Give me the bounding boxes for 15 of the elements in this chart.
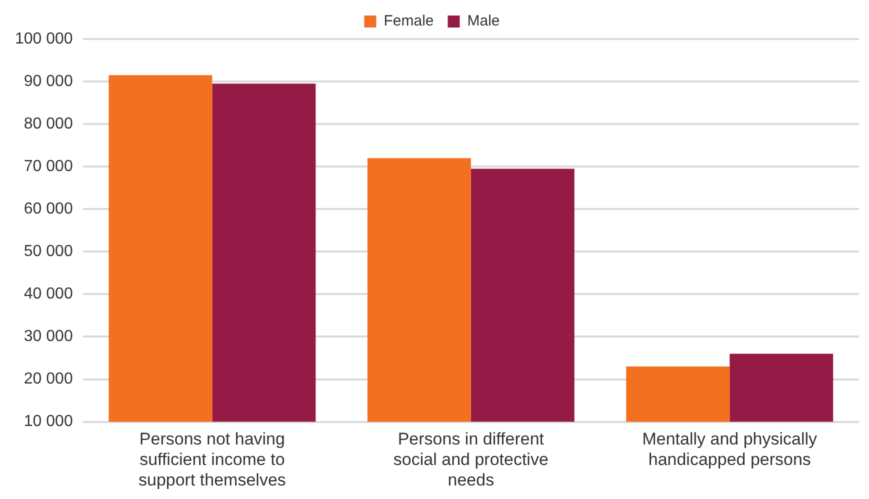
y-tick-label: 50 000 <box>24 243 73 260</box>
y-tick-label: 10 000 <box>24 413 73 430</box>
y-tick-label: 40 000 <box>24 286 73 303</box>
y-tick-label: 80 000 <box>24 115 73 132</box>
legend-label: Female <box>384 12 434 30</box>
x-tick-label: Persons not having sufficient income to support themselves <box>138 430 286 490</box>
legend-label: Male <box>467 12 500 30</box>
y-tick-label: 100 000 <box>14 30 73 48</box>
y-tick-label: 90 000 <box>24 72 73 90</box>
y-tick-label: 60 000 <box>24 200 73 218</box>
y-tick-label: 30 000 <box>24 328 73 346</box>
x-tick-label: Persons in different social and protective needs <box>393 430 548 490</box>
y-tick-label: 20 000 <box>24 370 73 388</box>
y-tick-label: 70 000 <box>24 158 73 176</box>
x-tick-label: Mentally and physically handicapped persons <box>642 430 818 470</box>
